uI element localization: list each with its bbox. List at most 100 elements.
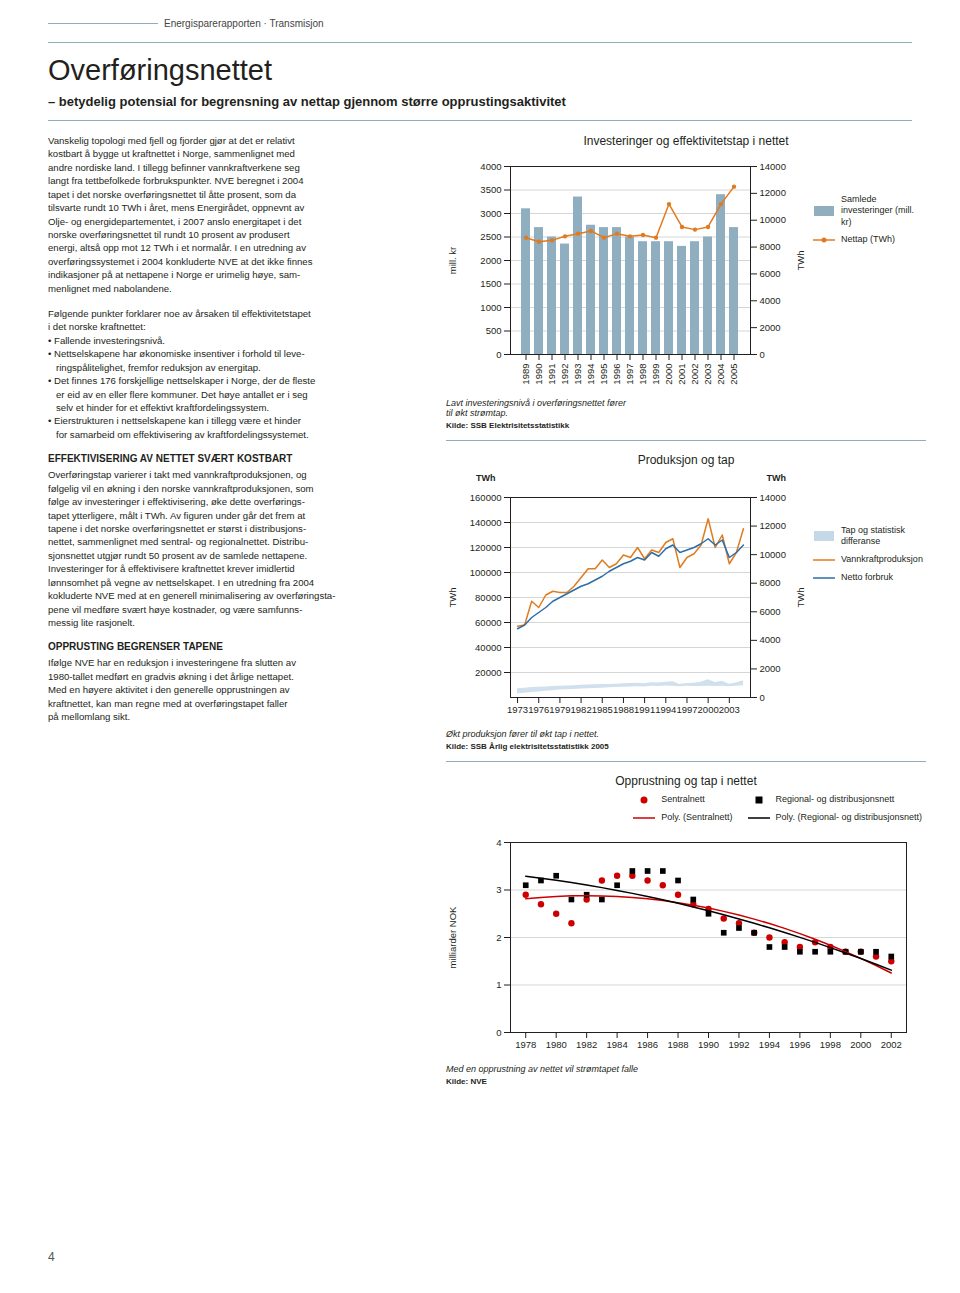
svg-text:500: 500 (486, 325, 502, 336)
svg-text:2002: 2002 (881, 1039, 902, 1050)
svg-text:1994: 1994 (655, 704, 676, 715)
svg-text:1978: 1978 (515, 1039, 536, 1050)
html-text:Overføringsnettet: Overføringsnettet (48, 54, 272, 86)
html-text:Nettap (TWh): Nettap (TWh) (841, 234, 895, 245)
html-text:Overføringstap varierer i takt: Overføringstap varierer i takt med vannk… (48, 469, 336, 628)
svg-text:3: 3 (496, 884, 501, 895)
svg-text:14000: 14000 (760, 161, 786, 172)
svg-text:2001: 2001 (676, 364, 687, 385)
svg-text:1993: 1993 (572, 364, 583, 385)
html-text:Lavt investeringsnivå i overfø: Lavt investeringsnivå i overføringsnette… (446, 398, 627, 418)
svg-text:4000: 4000 (480, 161, 501, 172)
svg-text:14000: 14000 (760, 492, 786, 503)
svg-text:160000: 160000 (470, 492, 502, 503)
svg-text:80000: 80000 (475, 592, 501, 603)
svg-text:1991: 1991 (634, 704, 655, 715)
svg-text:1982: 1982 (571, 704, 592, 715)
svg-text:1984: 1984 (607, 1039, 628, 1050)
svg-text:1991: 1991 (546, 364, 557, 385)
svg-text:1999: 1999 (650, 364, 661, 385)
svg-text:2003: 2003 (702, 364, 713, 385)
svg-text:TWh: TWh (447, 587, 458, 607)
html-text:– betydelig potensial for begr: – betydelig potensial for begrensning av… (48, 94, 566, 109)
html-text:Investeringer og effektivitets: Investeringer og effektivitetstap i nett… (583, 134, 789, 148)
svg-text:TWh: TWh (795, 587, 806, 607)
html-text:Ifølge NVE har en reduksjon i: Ifølge NVE har en reduksjon i investerin… (48, 657, 296, 722)
html-text:Vanskelig topologi med fjell o: Vanskelig topologi med fjell og fjorder … (48, 135, 313, 294)
svg-text:12000: 12000 (760, 520, 786, 531)
svg-text:milliarder NOK: milliarder NOK (447, 906, 458, 968)
svg-text:60000: 60000 (475, 617, 501, 628)
svg-text:1989: 1989 (520, 364, 531, 385)
svg-text:1992: 1992 (559, 364, 570, 385)
svg-text:10000: 10000 (760, 549, 786, 560)
svg-text:1990: 1990 (533, 364, 544, 385)
svg-text:1000: 1000 (480, 302, 501, 313)
svg-text:4000: 4000 (760, 634, 781, 645)
svg-text:1979: 1979 (549, 704, 570, 715)
svg-text:0: 0 (496, 349, 501, 360)
svg-text:8000: 8000 (760, 241, 781, 252)
svg-text:6000: 6000 (760, 606, 781, 617)
html-text:Produksjon og tap: Produksjon og tap (637, 453, 735, 467)
svg-text:1500: 1500 (480, 278, 501, 289)
svg-text:1997: 1997 (624, 364, 635, 385)
svg-text:1998: 1998 (820, 1039, 841, 1050)
svg-text:2003: 2003 (719, 704, 740, 715)
svg-text:2: 2 (496, 932, 501, 943)
svg-text:1988: 1988 (613, 704, 634, 715)
svg-text:2004: 2004 (715, 364, 726, 385)
html-text:Energisparerapporten · Transmi: Energisparerapporten · Transmisjon (164, 18, 324, 29)
svg-text:6000: 6000 (760, 268, 781, 279)
svg-text:2000: 2000 (760, 663, 781, 674)
svg-text:4: 4 (496, 837, 501, 848)
svg-text:4000: 4000 (760, 295, 781, 306)
svg-text:100000: 100000 (470, 567, 502, 578)
svg-text:1973: 1973 (507, 704, 528, 715)
svg-text:1: 1 (496, 979, 501, 990)
svg-text:2500: 2500 (480, 231, 501, 242)
svg-text:10000: 10000 (760, 214, 786, 225)
svg-text:1985: 1985 (592, 704, 613, 715)
svg-text:0: 0 (760, 349, 765, 360)
svg-text:0: 0 (496, 1027, 501, 1038)
svg-text:mill. kr: mill. kr (447, 247, 458, 274)
svg-text:1996: 1996 (611, 364, 622, 385)
svg-text:2000: 2000 (850, 1039, 871, 1050)
svg-text:2000: 2000 (663, 364, 674, 385)
svg-text:3500: 3500 (480, 184, 501, 195)
svg-text:1995: 1995 (598, 364, 609, 385)
html-text:EFFEKTIVISERING AV NETTET SVÆR: EFFEKTIVISERING AV NETTET SVÆRT KOSTBART (48, 453, 293, 465)
svg-text:2000: 2000 (480, 255, 501, 266)
html-text:OPPRUSTING BEGRENSER TAPENE: OPPRUSTING BEGRENSER TAPENE (48, 641, 223, 653)
svg-text:1982: 1982 (576, 1039, 597, 1050)
svg-text:1994: 1994 (759, 1039, 780, 1050)
svg-text:1996: 1996 (789, 1039, 810, 1050)
svg-text:1997: 1997 (676, 704, 697, 715)
svg-text:2000: 2000 (698, 704, 719, 715)
svg-text:1986: 1986 (637, 1039, 658, 1050)
svg-text:2002: 2002 (689, 364, 700, 385)
svg-text:12000: 12000 (760, 187, 786, 198)
html-text:Tap og statistisk differanse: Tap og statistisk differanse (841, 525, 905, 547)
svg-text:2005: 2005 (728, 364, 739, 385)
svg-text:8000: 8000 (760, 577, 781, 588)
svg-text:40000: 40000 (475, 642, 501, 653)
svg-text:1990: 1990 (698, 1039, 719, 1050)
svg-text:3000: 3000 (480, 208, 501, 219)
svg-text:140000: 140000 (470, 517, 502, 528)
html-text:Opprustning og tap i nettet: Opprustning og tap i nettet (615, 774, 757, 788)
html-text:Følgende punkter forklarer noe: Følgende punkter forklarer noe av årsake… (48, 308, 316, 440)
svg-text:1988: 1988 (667, 1039, 688, 1050)
svg-text:20000: 20000 (475, 667, 501, 678)
html-text:Samlede investeringer (mill. k: Samlede investeringer (mill. kr) (841, 194, 914, 227)
svg-text:1998: 1998 (637, 364, 648, 385)
svg-text:1976: 1976 (528, 704, 549, 715)
svg-text:2000: 2000 (760, 322, 781, 333)
svg-text:0: 0 (760, 692, 765, 703)
svg-text:120000: 120000 (470, 542, 502, 553)
svg-text:1992: 1992 (728, 1039, 749, 1050)
svg-text:1980: 1980 (546, 1039, 567, 1050)
svg-text:1994: 1994 (585, 364, 596, 385)
svg-text:TWh: TWh (795, 250, 806, 270)
